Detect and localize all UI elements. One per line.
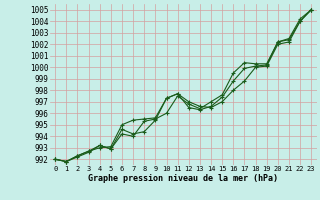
X-axis label: Graphe pression niveau de la mer (hPa): Graphe pression niveau de la mer (hPa) bbox=[88, 174, 278, 183]
